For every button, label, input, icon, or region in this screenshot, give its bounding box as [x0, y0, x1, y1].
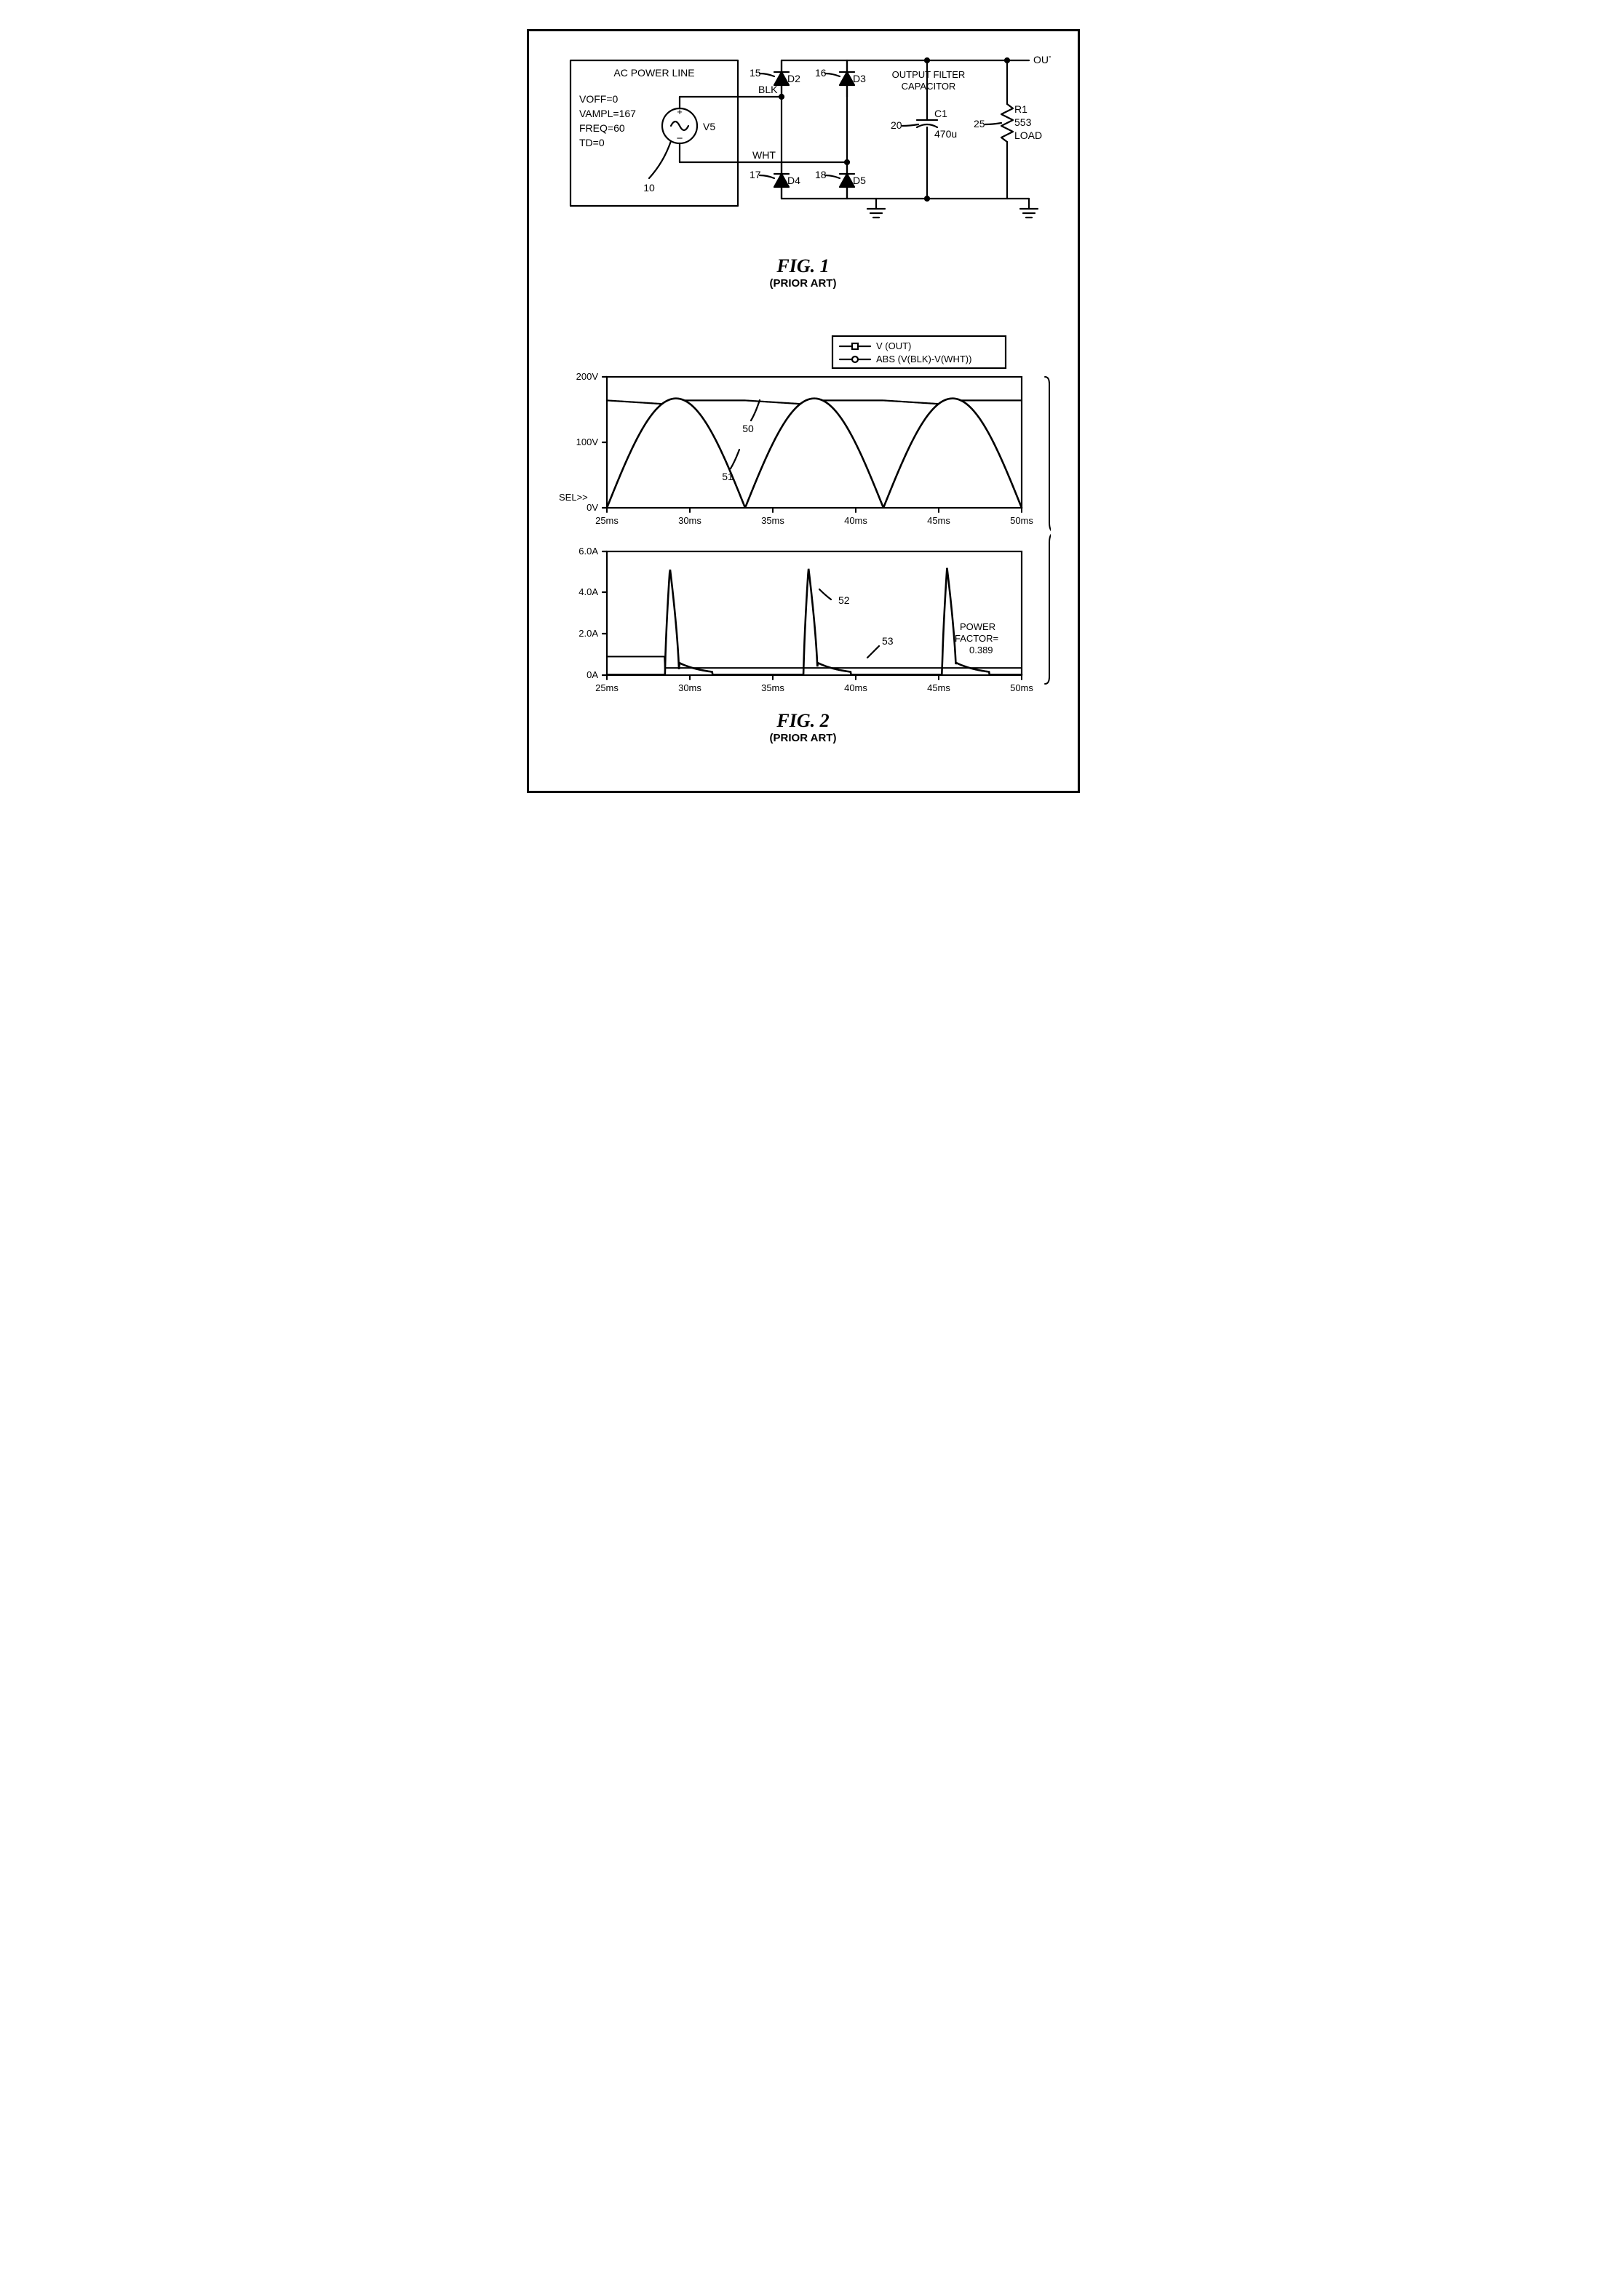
net-wht: WHT — [752, 149, 776, 161]
ac-param-3: TD=0 — [579, 137, 605, 148]
legend-a: V (OUT) — [876, 340, 911, 351]
pf-2: FACTOR= — [955, 633, 998, 644]
c1-name: C1 — [934, 108, 947, 119]
cap-title2: CAPACITOR — [901, 81, 955, 92]
ac-param-1: VAMPL=167 — [579, 108, 636, 119]
a-xtick-4: 45ms — [927, 682, 950, 693]
fig2-title: FIG. 2 — [551, 710, 1056, 732]
v-ytick-2: 0V — [587, 502, 598, 513]
d4-ref: 17 — [750, 169, 761, 180]
r1-name: R1 — [1014, 103, 1027, 115]
v-xtick-4: 45ms — [927, 515, 950, 526]
a-xtick-0: 25ms — [595, 682, 619, 693]
pf-3: 0.389 — [969, 645, 993, 655]
net-out: OUT — [1033, 54, 1051, 65]
page: AC POWER LINE VOFF=0 VAMPL=167 FREQ=60 T… — [527, 29, 1080, 793]
v-ytick-0: 200V — [576, 371, 598, 382]
a-ytick-2: 2.0A — [579, 628, 598, 639]
diode-d3 — [840, 60, 854, 97]
diode-d5 — [840, 162, 854, 199]
a-xtick-2: 35ms — [761, 682, 784, 693]
d2-name: D2 — [787, 73, 800, 84]
ac-param-2: FREQ=60 — [579, 122, 625, 134]
figure-1: AC POWER LINE VOFF=0 VAMPL=167 FREQ=60 T… — [551, 53, 1056, 290]
charts: V (OUT) ABS (V(BLK)-V(WHT)) 200V 100V 0V… — [556, 333, 1051, 704]
v-xtick-5: 50ms — [1010, 515, 1033, 526]
fig1-subtitle: (PRIOR ART) — [551, 277, 1056, 290]
a-ytick-3: 0A — [587, 669, 598, 680]
cap-title1: OUTPUT FILTER — [891, 69, 965, 80]
circuit-diagram: AC POWER LINE VOFF=0 VAMPL=167 FREQ=60 T… — [556, 53, 1051, 250]
fig1-title: FIG. 1 — [551, 255, 1056, 277]
d5-name: D5 — [853, 175, 866, 186]
d4-name: D4 — [787, 175, 800, 186]
c1-value: 470u — [934, 128, 957, 140]
d2-ref: 15 — [750, 67, 761, 79]
legend-b: ABS (V(BLK)-V(WHT)) — [876, 354, 971, 364]
ref-51: 51 — [722, 471, 734, 482]
resistor-r1 — [1001, 60, 1013, 199]
r1-value: 553 — [1014, 116, 1032, 128]
d3-name: D3 — [853, 73, 866, 84]
ref-53: 53 — [882, 635, 894, 647]
ref-52: 52 — [838, 594, 850, 606]
ac-param-0: VOFF=0 — [579, 93, 619, 105]
source-label: V5 — [703, 121, 715, 132]
d3-ref: 16 — [815, 67, 827, 79]
v-xtick-0: 25ms — [595, 515, 619, 526]
pf-1: POWER — [960, 621, 995, 632]
ac-title: AC POWER LINE — [613, 67, 694, 79]
ref-50: 50 — [742, 423, 754, 434]
c1-ref: 20 — [891, 119, 902, 131]
v-ytick-1: 100V — [576, 437, 598, 447]
fig2-subtitle: (PRIOR ART) — [551, 732, 1056, 744]
a-xtick-1: 30ms — [678, 682, 701, 693]
figure-2: V (OUT) ABS (V(BLK)-V(WHT)) 200V 100V 0V… — [551, 333, 1056, 744]
a-xtick-3: 40ms — [844, 682, 867, 693]
a-ytick-0: 6.0A — [579, 546, 598, 557]
v-xtick-1: 30ms — [678, 515, 701, 526]
ref-10: 10 — [643, 182, 655, 194]
diode-d4 — [774, 162, 789, 199]
v-xtick-2: 35ms — [761, 515, 784, 526]
sel-label: SEL>> — [559, 492, 588, 503]
r1-ref: 25 — [974, 118, 985, 129]
r1-label: LOAD — [1014, 129, 1042, 141]
a-xtick-5: 50ms — [1010, 682, 1033, 693]
a-ytick-1: 4.0A — [579, 586, 598, 597]
d5-ref: 18 — [815, 169, 827, 180]
v-xtick-3: 40ms — [844, 515, 867, 526]
